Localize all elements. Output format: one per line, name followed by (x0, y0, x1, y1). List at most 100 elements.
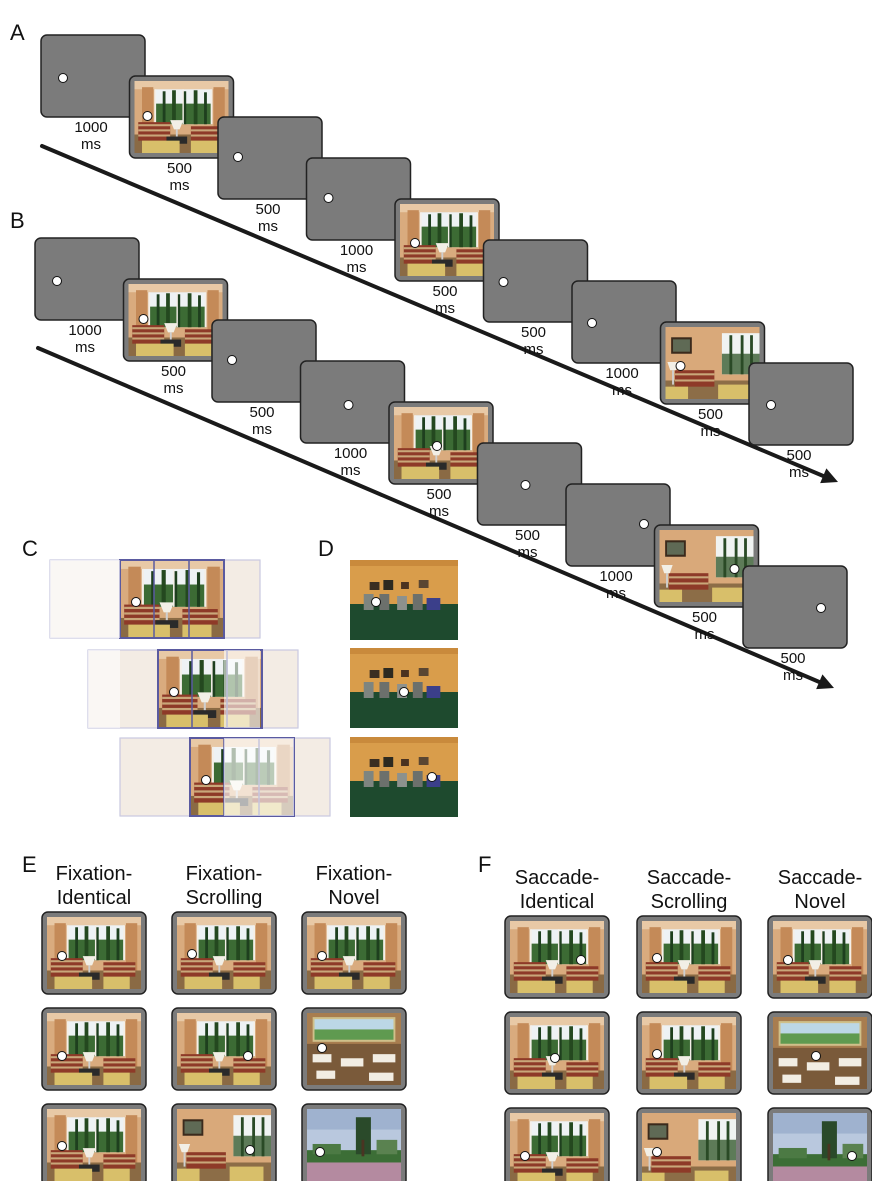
condition-frame (171, 1007, 277, 1091)
duration-unit: ms (524, 341, 544, 358)
duration-value: 1000 (68, 322, 101, 339)
condition-title-line1: Fixation- (56, 863, 133, 885)
duration-value: 1000 (74, 119, 107, 136)
condition-title-line1: Saccade- (778, 867, 863, 889)
fixation-dot (315, 1147, 325, 1157)
condition-title-line2: Identical (57, 887, 132, 909)
duration-unit: ms (695, 626, 715, 643)
duration-value: 500 (692, 609, 717, 626)
frame-border (742, 565, 848, 649)
fixation-dot (138, 314, 149, 324)
panel-label-d: D (318, 536, 334, 561)
virtual-room-1 (350, 560, 458, 640)
duration-unit: ms (783, 667, 803, 684)
condition-frame (301, 911, 407, 995)
condition-title-line2: Scrolling (186, 887, 263, 909)
frame-border (748, 362, 854, 446)
duration-value: 500 (521, 324, 546, 341)
fixation-dot (57, 1141, 67, 1151)
fixation-dot (142, 111, 153, 121)
fixation-dot (233, 152, 243, 162)
fixation-dot (343, 400, 354, 410)
frame-9 (742, 565, 848, 649)
condition-frame (636, 1107, 742, 1181)
fixation-dot (816, 603, 826, 613)
condition-frame (636, 1011, 742, 1095)
fixation-dot (520, 1151, 530, 1161)
fixation-dot (427, 772, 437, 782)
fixation-dot (58, 73, 68, 83)
panel-label-f: F (478, 852, 491, 877)
fixation-dot (245, 1145, 255, 1155)
duration-unit: ms (518, 544, 538, 561)
condition-frame (504, 915, 610, 999)
fixation-dot (227, 355, 237, 365)
duration-value: 500 (780, 650, 805, 667)
duration-value: 500 (786, 447, 811, 464)
duration-value: 1000 (605, 365, 638, 382)
condition-title-line2: Scrolling (651, 891, 728, 913)
fixation-dot (410, 238, 420, 248)
scene-image (659, 530, 754, 602)
fixation-dot (675, 361, 686, 371)
condition-frame (504, 1107, 610, 1181)
condition-title-line2: Novel (328, 887, 379, 909)
time-arrow (40, 144, 838, 484)
duration-value: 500 (698, 406, 723, 423)
fixation-dot (317, 1043, 327, 1053)
fixation-dot (652, 1049, 662, 1059)
condition-title-line1: Fixation- (186, 863, 263, 885)
scene-image (510, 1017, 604, 1089)
fixation-dot (587, 318, 597, 328)
duration-unit: ms (606, 585, 626, 602)
fixation-dot (498, 277, 509, 287)
duration-unit: ms (341, 462, 361, 479)
condition-frame (636, 915, 742, 999)
fixation-dot (57, 951, 67, 961)
condition-frame (41, 911, 147, 995)
duration-value: 1000 (340, 242, 373, 259)
fixation-dot (131, 597, 141, 607)
condition-frame (41, 1007, 147, 1091)
fixation-dot (57, 1051, 67, 1061)
duration-value: 500 (249, 404, 274, 421)
duration-value: 500 (255, 201, 280, 218)
scene-image (47, 1013, 141, 1085)
scene-image (510, 1113, 604, 1181)
scene-image (177, 1109, 271, 1181)
duration-unit: ms (258, 218, 278, 235)
scene-image (510, 921, 604, 993)
condition-frame (301, 1007, 407, 1091)
duration-value: 1000 (599, 568, 632, 585)
fixation-dot (187, 949, 197, 959)
duration-unit: ms (164, 380, 184, 397)
fixation-dot (520, 480, 531, 490)
scrolling-window-row (87, 649, 299, 729)
fixation-dot (639, 519, 649, 529)
fixation-dot (317, 951, 327, 961)
fixation-dot (652, 1147, 662, 1157)
fixation-dot (766, 400, 776, 410)
scene-image (642, 1113, 736, 1181)
frame-9 (748, 362, 854, 446)
virtual-room-image (350, 560, 458, 640)
visible-window-outline (157, 649, 263, 729)
condition-frame (171, 911, 277, 995)
panel-label-e: E (22, 852, 37, 877)
duration-value: 1000 (334, 445, 367, 462)
arrow-head (820, 468, 838, 484)
panel-label-b: B (10, 208, 25, 233)
fixation-dot (169, 687, 179, 697)
duration-value: 500 (167, 160, 192, 177)
frame-6 (482, 239, 589, 323)
fixation-dot (323, 193, 334, 203)
condition-title-line1: Saccade- (515, 867, 600, 889)
duration-value: 500 (426, 486, 451, 503)
duration-unit: ms (701, 423, 721, 440)
condition-title-line1: Saccade- (647, 867, 732, 889)
arrow-head (816, 674, 834, 690)
duration-unit: ms (429, 503, 449, 520)
fixation-dot (576, 955, 586, 965)
duration-unit: ms (75, 339, 95, 356)
panel-label-a: A (10, 20, 25, 45)
